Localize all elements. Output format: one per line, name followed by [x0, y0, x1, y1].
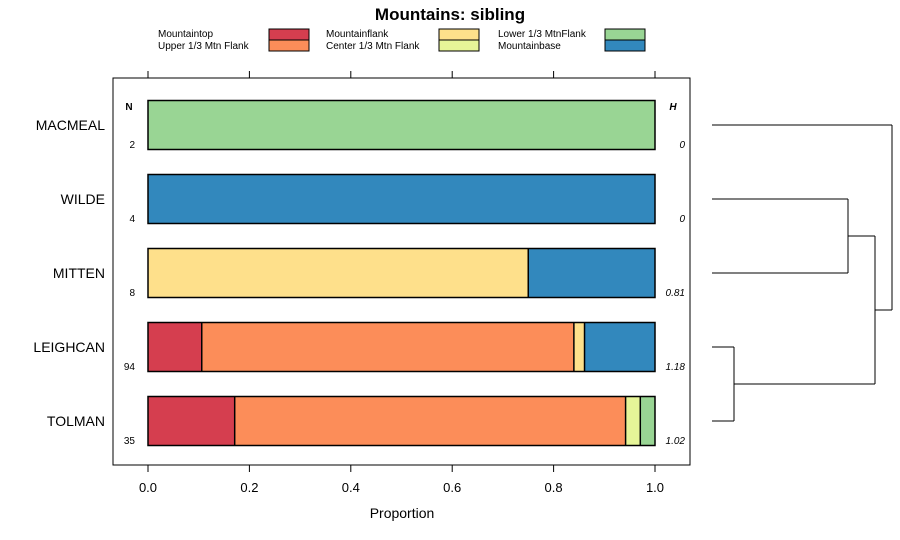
legend-swatch-upper-1-3-mtn-flank: [268, 39, 310, 52]
x-tick-label-5: 1.0: [646, 480, 664, 495]
chart-title: Mountains: sibling: [375, 5, 525, 24]
legend-swatch-mountainflank: [438, 28, 480, 41]
legend-label-center-1-3-mtn-flank: Center 1/3 Mtn Flank: [326, 41, 420, 52]
legend-label-upper-1-3-mtn-flank: Upper 1/3 Mtn Flank: [158, 41, 250, 52]
n-header: N: [125, 102, 132, 113]
h-value-leighcan: 1.18: [666, 362, 686, 373]
bar-segment-macmeal-lower-1-3-mtnflank: [148, 100, 655, 150]
bar-outline-mitten: [147, 247, 656, 299]
h-labels: H 0 0 0.81 1.18 1.02: [666, 102, 686, 447]
legend-label-mountainbase: Mountainbase: [498, 41, 561, 52]
bar-outline-macmeal: [147, 99, 656, 151]
n-value-macmeal: 2: [129, 140, 135, 151]
bar-outline-wilde: [147, 173, 656, 225]
h-value-macmeal: 0: [679, 140, 685, 151]
legend-swatch-center-1-3-mtn-flank: [438, 39, 480, 52]
legend-label-mountaintop: Mountaintop: [158, 29, 213, 40]
h-value-mitten: 0.81: [666, 288, 685, 299]
row-label-macmeal: MACMEAL: [36, 117, 105, 133]
x-tick-label-4: 0.8: [545, 480, 563, 495]
bar-segment-tolman-lower-1-3-mtnflank: [640, 396, 655, 446]
row-label-wilde: WILDE: [61, 191, 105, 207]
legend-swatch-mountaintop: [268, 28, 310, 41]
bar-segment-leighcan-mountainbase: [584, 322, 655, 372]
bar-segment-wilde-mountainbase: [148, 174, 655, 224]
bars: [147, 99, 656, 447]
h-value-tolman: 1.02: [666, 436, 686, 447]
h-value-wilde: 0: [679, 214, 685, 225]
bar-segment-tolman-mountaintop: [148, 396, 235, 446]
h-header: H: [669, 102, 677, 113]
bar-segment-tolman-upper-1-3-mtn-flank: [234, 396, 626, 446]
plot-frame: [112, 77, 691, 466]
bar-segment-mitten-mountainbase: [528, 248, 655, 298]
x-axis-title: Proportion: [370, 505, 435, 521]
legend-label-lower-1-3-mtnflank: Lower 1/3 MtnFlank: [498, 29, 587, 40]
bar-segment-leighcan-mountainflank: [573, 322, 585, 372]
row-label-tolman: TOLMAN: [47, 413, 105, 429]
legend-swatch-lower-1-3-mtnflank: [604, 28, 646, 41]
bar-segment-tolman-center-1-3-mtn-flank: [625, 396, 641, 446]
x-tick-label-0: 0.0: [139, 480, 157, 495]
row-label-leighcan: LEIGHCAN: [33, 339, 105, 355]
bar-segment-leighcan-upper-1-3-mtn-flank: [201, 322, 574, 372]
bar-outline-tolman: [147, 395, 656, 447]
x-tick-label-1: 0.2: [240, 480, 258, 495]
x-tick-label-2: 0.4: [342, 480, 360, 495]
legend-swatch-mountainbase: [604, 39, 646, 52]
x-axis: 0.0 0.2 0.4 0.6 0.8 1.0: [139, 71, 664, 495]
dendrogram: [712, 124, 893, 422]
n-value-leighcan: 94: [124, 362, 136, 373]
legend-label-mountainflank: Mountainflank: [326, 29, 389, 40]
n-value-wilde: 4: [129, 214, 135, 225]
bar-segment-mitten-mountainflank: [148, 248, 529, 298]
bar-outline-leighcan: [147, 321, 656, 373]
n-value-mitten: 8: [129, 288, 135, 299]
row-labels: MACMEAL WILDE MITTEN LEIGHCAN TOLMAN: [33, 117, 105, 429]
bar-segment-leighcan-mountaintop: [148, 322, 202, 372]
n-value-tolman: 35: [124, 436, 136, 447]
row-label-mitten: MITTEN: [53, 265, 105, 281]
x-tick-label-3: 0.6: [443, 480, 461, 495]
